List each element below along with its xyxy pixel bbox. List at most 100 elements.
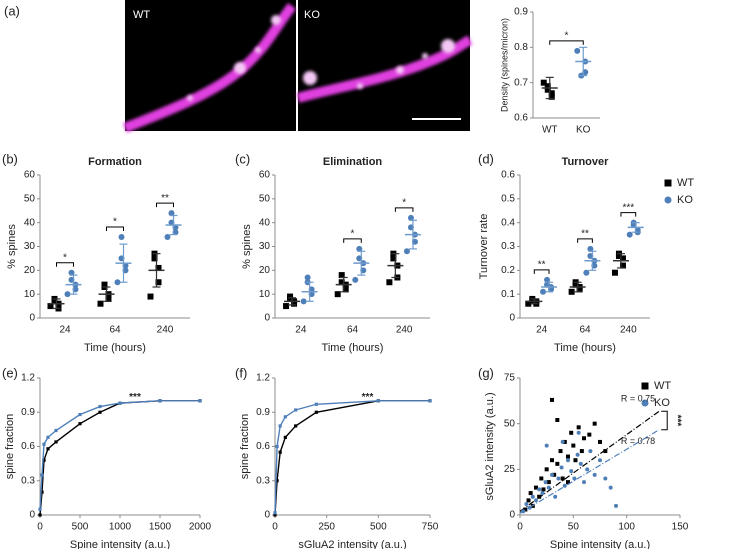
data-point (386, 279, 393, 286)
data-point (356, 245, 363, 252)
data-point (566, 454, 570, 459)
y-tick-label: 0.6 (256, 441, 270, 452)
legend-marker (641, 382, 649, 390)
data-point (548, 93, 555, 100)
data-point (118, 233, 125, 240)
data-point (619, 262, 626, 269)
dendrite (296, 35, 473, 103)
line-point (278, 424, 282, 428)
x-tick-label: KO (576, 125, 591, 136)
x-tick-label: 0 (517, 522, 523, 533)
x-tick-label: 500 (72, 522, 89, 533)
line (39, 400, 200, 516)
x-axis-label: Time (hours) (322, 342, 384, 354)
x-tick-label: 24 (59, 325, 71, 336)
data-point (569, 469, 574, 474)
data-point (544, 86, 551, 93)
significance-bracket (156, 202, 174, 208)
x-tick-label: 150 (672, 522, 689, 533)
data-point (626, 231, 633, 238)
data-point (155, 264, 162, 271)
legend-marker (664, 179, 672, 187)
data-point (603, 449, 608, 454)
x-tick-label: 0 (37, 522, 43, 533)
data-point (541, 487, 546, 492)
data-point (560, 439, 565, 444)
y-axis-label: spine fraction (239, 414, 251, 479)
significance-bracket (394, 207, 414, 212)
line-point (38, 507, 42, 511)
micrograph: WT KO (123, 0, 473, 133)
line-point (294, 408, 298, 412)
data-point (164, 233, 171, 240)
data-point (544, 83, 551, 90)
panel-label: (e) (2, 365, 18, 380)
x-tick-label: 240 (620, 325, 637, 336)
y-tick-label: 0.4 (501, 217, 515, 228)
y-tick-label: 0.9 (256, 407, 270, 418)
data-point (526, 498, 531, 503)
data-point (530, 494, 535, 499)
line-point (98, 404, 102, 409)
data-point (534, 498, 538, 503)
chart-title: Formation (88, 156, 142, 168)
data-point (566, 458, 570, 463)
panel-label: (a) (4, 3, 20, 18)
line (274, 400, 430, 516)
significance-label: * (565, 31, 569, 42)
line-point (46, 447, 50, 451)
line-point (278, 450, 282, 454)
data-point (619, 255, 626, 262)
data-point (338, 279, 345, 286)
data-point (68, 269, 75, 276)
data-point (571, 443, 576, 448)
y-tick-label: 0.2 (501, 265, 515, 276)
data-point (548, 90, 555, 97)
data-point (105, 295, 112, 302)
line-point (98, 410, 102, 414)
data-point (283, 303, 290, 310)
significance-label: *** (622, 202, 634, 213)
data-point (540, 79, 547, 86)
data-point (574, 47, 581, 54)
legend-label: KO (677, 194, 693, 206)
significance-bracket (661, 410, 668, 431)
significance-bracket (577, 238, 593, 243)
panel-label: (f) (235, 365, 247, 380)
data-point (603, 476, 608, 481)
data-point (552, 472, 557, 477)
chart-title: Turnover (562, 156, 610, 168)
line-point (46, 435, 50, 439)
y-axis-label: % spines (241, 224, 253, 269)
data-point (568, 288, 575, 295)
data-point (614, 503, 618, 508)
x-tick-label: 2000 (189, 522, 212, 533)
y-tick-label: 0.5 (501, 193, 515, 204)
spines (187, 15, 455, 101)
data-point (334, 291, 341, 298)
data-point (611, 269, 618, 276)
data-point (592, 421, 597, 426)
y-tick-label: 30 (24, 241, 36, 252)
data-point (583, 269, 590, 276)
data-point (592, 472, 597, 477)
y-tick-label: 0 (264, 510, 270, 521)
line-point (42, 458, 46, 462)
line-point (40, 490, 44, 494)
data-point (540, 491, 545, 496)
data-point (352, 276, 359, 283)
x-axis-label: Spine intensity (a.u.) (70, 539, 170, 549)
data-point (566, 480, 570, 485)
line-point (54, 428, 58, 433)
image-label: WT (133, 9, 150, 21)
line-point (38, 513, 42, 517)
data-point (287, 293, 294, 300)
line-point (158, 399, 162, 403)
y-axis-label: Density (spines/micron) (499, 18, 509, 112)
data-point (553, 494, 558, 499)
y-tick-label: 75 (504, 373, 516, 384)
annotation: *** (129, 392, 141, 403)
x-tick-label: 100 (618, 522, 635, 533)
data-point (555, 461, 560, 466)
